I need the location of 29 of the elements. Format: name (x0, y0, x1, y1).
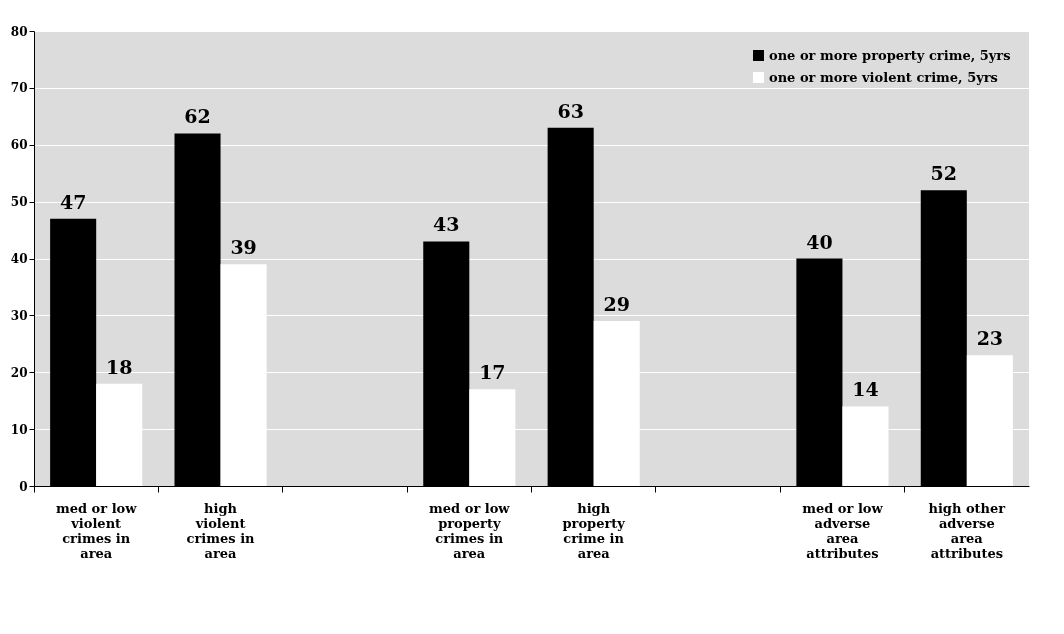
data-label: 23 (976, 327, 1004, 350)
legend-label: one or more property crime, 5yrs (769, 47, 1011, 63)
data-label: 62 (184, 105, 211, 128)
x-tick-label: high property crime in area (562, 500, 626, 561)
y-tick-label: 0 (19, 479, 28, 494)
data-label: 14 (852, 378, 879, 401)
x-tick-label: high violent crimes in area (186, 500, 256, 561)
y-tick-label: 50 (10, 195, 28, 210)
data-label: 18 (105, 355, 133, 378)
x-tick-label: high other adverse area attributes (928, 500, 1006, 561)
y-tick-label: 30 (10, 308, 28, 323)
data-label: 52 (930, 162, 958, 185)
data-label: 39 (230, 236, 257, 259)
data-label: 40 (806, 230, 833, 253)
data-label: 29 (603, 293, 630, 316)
x-tick-label: med or low violent crimes in area (55, 500, 138, 561)
data-label: 17 (479, 361, 506, 384)
x-tick-label: med or low property crimes in area (429, 500, 511, 561)
data-label: 63 (557, 99, 584, 122)
data-label: 43 (433, 213, 460, 236)
y-tick-label: 10 (10, 422, 28, 437)
y-tick-label: 80 (10, 24, 28, 39)
y-tick-label: 20 (10, 365, 28, 380)
data-label: 47 (59, 190, 87, 213)
legend-label: one or more violent crime, 5yrs (769, 69, 998, 85)
y-tick-label: 40 (10, 252, 28, 266)
y-tick-label: 70 (10, 81, 28, 96)
y-tick-label: 60 (10, 138, 28, 153)
x-tick-label: med or low adverse area attributes (802, 500, 884, 561)
